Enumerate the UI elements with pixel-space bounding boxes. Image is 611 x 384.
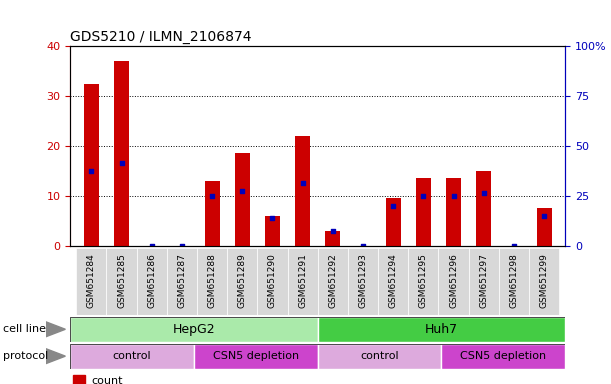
- Bar: [416, 178, 431, 246]
- Bar: [137, 248, 167, 315]
- Point: [117, 161, 126, 167]
- Text: control: control: [113, 351, 152, 361]
- Text: GSM651290: GSM651290: [268, 253, 277, 308]
- Text: GSM651294: GSM651294: [389, 253, 398, 308]
- Bar: [257, 248, 288, 315]
- Bar: [70, 317, 318, 342]
- Text: control: control: [360, 351, 399, 361]
- Text: count: count: [91, 376, 123, 384]
- Text: HepG2: HepG2: [173, 323, 215, 336]
- Bar: [348, 248, 378, 315]
- Text: Huh7: Huh7: [425, 323, 458, 336]
- Bar: [469, 248, 499, 315]
- Bar: [439, 248, 469, 315]
- Point: [87, 168, 97, 174]
- Point: [328, 228, 338, 234]
- Text: GSM651284: GSM651284: [87, 253, 96, 308]
- Bar: [70, 344, 194, 369]
- Text: GSM651298: GSM651298: [510, 253, 518, 308]
- Bar: [84, 84, 99, 246]
- Bar: [167, 248, 197, 315]
- Point: [388, 203, 398, 209]
- Text: GSM651292: GSM651292: [328, 253, 337, 308]
- Text: GSM651297: GSM651297: [479, 253, 488, 308]
- Text: cell line: cell line: [3, 324, 46, 334]
- Point: [268, 215, 277, 221]
- Point: [177, 243, 187, 249]
- Bar: [265, 216, 280, 246]
- Point: [539, 213, 549, 219]
- Point: [509, 243, 519, 249]
- Text: protocol: protocol: [3, 351, 48, 361]
- Bar: [386, 198, 401, 246]
- Bar: [318, 344, 442, 369]
- Text: CSN5 depletion: CSN5 depletion: [460, 351, 546, 361]
- Bar: [442, 344, 565, 369]
- Polygon shape: [46, 322, 65, 337]
- Text: GSM651289: GSM651289: [238, 253, 247, 308]
- Bar: [197, 248, 227, 315]
- Bar: [318, 317, 565, 342]
- Polygon shape: [46, 349, 65, 364]
- Text: GSM651285: GSM651285: [117, 253, 126, 308]
- Point: [298, 180, 307, 187]
- Text: GSM651299: GSM651299: [540, 253, 549, 308]
- Bar: [446, 178, 461, 246]
- Text: GDS5210 / ILMN_2106874: GDS5210 / ILMN_2106874: [70, 30, 252, 44]
- Text: GSM651286: GSM651286: [147, 253, 156, 308]
- Bar: [408, 248, 439, 315]
- Point: [238, 188, 247, 194]
- Bar: [499, 248, 529, 315]
- Bar: [295, 136, 310, 246]
- Text: GSM651293: GSM651293: [359, 253, 367, 308]
- Point: [479, 190, 489, 197]
- Bar: [194, 344, 318, 369]
- Bar: [325, 231, 340, 246]
- Bar: [205, 181, 219, 246]
- Text: GSM651296: GSM651296: [449, 253, 458, 308]
- Bar: [476, 171, 491, 246]
- Bar: [288, 248, 318, 315]
- Bar: [76, 248, 106, 315]
- Text: GSM651295: GSM651295: [419, 253, 428, 308]
- Point: [147, 243, 156, 249]
- Bar: [318, 248, 348, 315]
- Bar: [536, 208, 552, 246]
- Bar: [227, 248, 257, 315]
- Text: GSM651288: GSM651288: [208, 253, 216, 308]
- Bar: [106, 248, 137, 315]
- Text: GSM651287: GSM651287: [177, 253, 186, 308]
- Point: [448, 193, 458, 199]
- Point: [207, 193, 217, 199]
- Point: [358, 243, 368, 249]
- Text: CSN5 depletion: CSN5 depletion: [213, 351, 299, 361]
- Bar: [114, 61, 129, 246]
- Bar: [378, 248, 408, 315]
- Bar: [235, 153, 250, 246]
- Bar: [529, 248, 559, 315]
- Text: GSM651291: GSM651291: [298, 253, 307, 308]
- Bar: [73, 375, 85, 384]
- Point: [419, 193, 428, 199]
